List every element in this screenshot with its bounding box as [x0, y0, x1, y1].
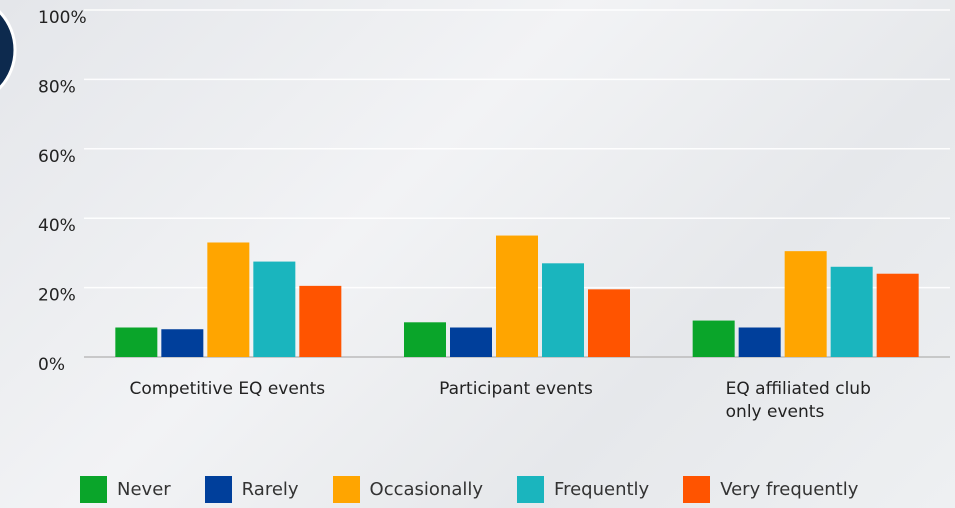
- bar: [542, 263, 584, 357]
- bar: [876, 273, 919, 357]
- bar: [115, 327, 158, 357]
- legend-item: Rarely: [204, 476, 299, 503]
- legend-item: Frequently: [517, 476, 649, 503]
- y-tick-label: 100%: [38, 8, 87, 28]
- legend-label: Frequently: [554, 479, 650, 500]
- legend: Never Rarely Occasionally Frequently Very fr…: [80, 476, 858, 503]
- legend-item: Never: [80, 476, 171, 503]
- bar: [830, 266, 873, 357]
- x-tick-label: Competitive EQ events: [129, 379, 326, 399]
- y-tick-label: 40%: [38, 216, 76, 236]
- bar: [450, 327, 492, 357]
- y-tick-label: 20%: [38, 286, 76, 306]
- bar: [738, 327, 781, 357]
- legend-label: Very frequently: [720, 479, 859, 500]
- x-tick-label: EQ affiliated club only events: [725, 379, 871, 422]
- bar: [692, 320, 735, 357]
- y-tick-label: 60%: [38, 147, 76, 167]
- x-tick-label: Participant events: [439, 379, 593, 399]
- bar: [299, 285, 342, 357]
- bar: [784, 251, 827, 357]
- bar: [404, 322, 446, 357]
- legend-swatch: [204, 476, 232, 503]
- bar: [253, 261, 296, 357]
- legend-label: Rarely: [241, 479, 299, 500]
- legend-label: Never: [117, 479, 171, 500]
- y-tick-label: 0%: [38, 355, 65, 375]
- legend-label: Occasionally: [369, 479, 484, 500]
- legend-swatch: [80, 476, 107, 503]
- bar: [588, 289, 630, 357]
- legend-swatch: [517, 476, 545, 503]
- bar: [496, 235, 538, 357]
- decor-circle: [0, 10, 17, 90]
- legend-item: Very frequently: [683, 476, 858, 503]
- legend-swatch: [683, 476, 711, 503]
- legend-item: Occasionally: [332, 476, 484, 503]
- legend-swatch: [332, 476, 360, 503]
- bar: [207, 242, 250, 357]
- y-tick-label: 80%: [38, 77, 76, 97]
- bar: [161, 329, 204, 357]
